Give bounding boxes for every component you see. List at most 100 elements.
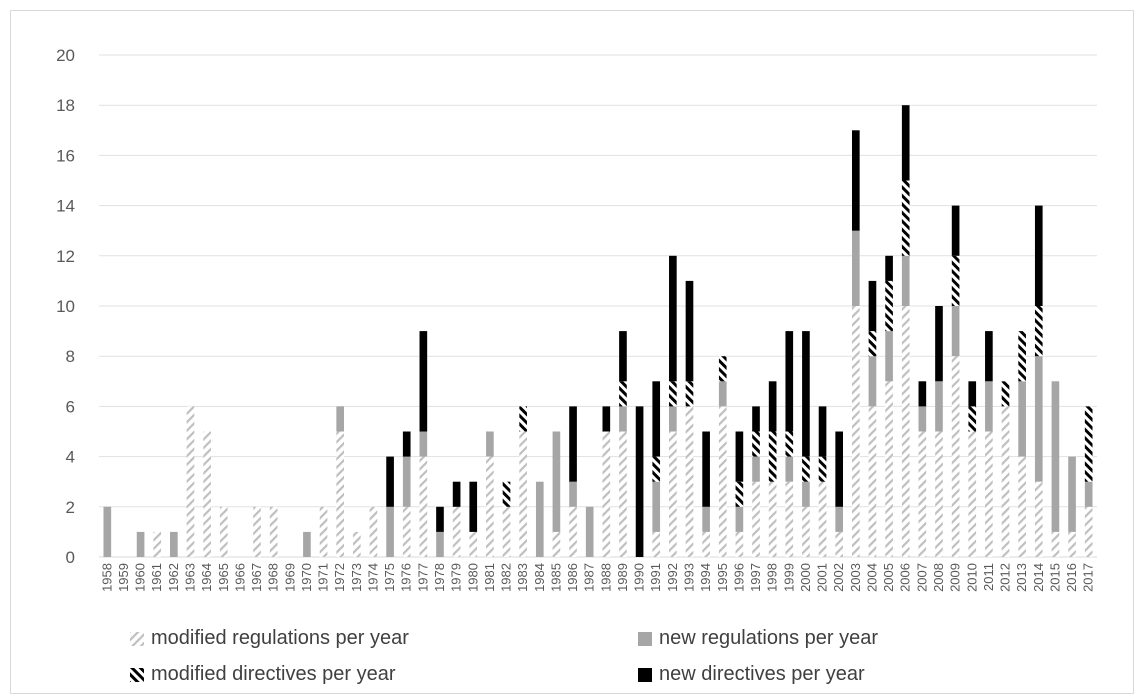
bar-segment-modified-directives-per-year (768, 431, 777, 482)
x-tick-label: 1983 (515, 563, 530, 592)
bar-segment-new-directives-per-year (602, 406, 611, 432)
bar-segment-new-regulations-per-year (1084, 481, 1093, 507)
x-tick-label: 2014 (1031, 563, 1046, 592)
bar-segment-modified-regulations-per-year (402, 506, 411, 557)
bar-segment-modified-regulations-per-year (519, 431, 527, 557)
x-tick-label: 2008 (931, 563, 946, 592)
x-tick-label: 1986 (565, 563, 580, 592)
bar-segment-modified-regulations-per-year (502, 506, 511, 557)
y-tick-label: 4 (66, 448, 75, 467)
bar-segment-new-regulations-per-year (402, 456, 411, 507)
x-tick-label: 2015 (1047, 563, 1062, 592)
legend-item: modified regulations per year (129, 627, 409, 650)
bar-segment-new-regulations-per-year (901, 255, 910, 306)
bar-segment-new-directives-per-year (802, 331, 810, 457)
bar-segment-new-regulations-per-year (752, 456, 760, 482)
x-tick-label: 2016 (1064, 563, 1079, 592)
bar-segment-modified-regulations-per-year (469, 531, 478, 557)
x-tick-label: 1993 (681, 563, 696, 592)
bar-segment-new-directives-per-year (985, 331, 993, 382)
x-tick-label: 2006 (898, 563, 913, 592)
bar-segment-new-regulations-per-year (985, 381, 993, 432)
x-tick-label: 1999 (781, 563, 796, 592)
bar-segment-modified-regulations-per-year (985, 431, 993, 557)
bar-segment-new-regulations-per-year (136, 531, 145, 557)
x-tick-label: 1974 (365, 563, 380, 592)
bar-segment-modified-directives-per-year (802, 456, 810, 482)
y-tick-label: 2 (66, 498, 75, 517)
x-tick-label: 1971 (316, 563, 331, 592)
bar-segment-modified-directives-per-year (885, 280, 893, 332)
bar-segment-modified-directives-per-year (1001, 381, 1010, 407)
bar-segment-new-regulations-per-year (569, 481, 577, 507)
x-tick-label: 1977 (415, 563, 430, 592)
bar-segment-modified-regulations-per-year (319, 506, 328, 557)
x-tick-label: 1976 (399, 563, 414, 592)
chart-frame: 0 2 4 6 8 10 12 14 16 18 20 1958 1959 1960 1961 1962 196… (10, 10, 1134, 694)
x-tick-label: 1995 (715, 563, 730, 592)
bar-segment-new-directives-per-year (935, 306, 943, 382)
bar-segment-modified-regulations-per-year (203, 431, 211, 557)
x-tick-label: 1984 (532, 563, 547, 592)
bar-segment-modified-regulations-per-year (968, 431, 977, 557)
bar-segment-new-regulations-per-year (935, 381, 943, 432)
bar-segment-new-regulations-per-year (702, 506, 710, 532)
legend-item: new directives per year (637, 663, 865, 686)
legend-label: modified regulations per year (151, 627, 409, 649)
y-tick-label: 16 (56, 146, 75, 165)
y-tick-label: 12 (56, 247, 75, 266)
bar-segment-new-directives-per-year (685, 280, 694, 382)
bar-segment-new-regulations-per-year (103, 506, 112, 557)
bar-segment-modified-directives-per-year (652, 456, 661, 482)
x-tick-label: 1968 (266, 563, 281, 592)
x-tick-label: 1972 (332, 563, 347, 592)
x-tick-label: 1958 (99, 563, 114, 592)
bar-segment-modified-directives-per-year (785, 431, 794, 457)
bar-segment-modified-regulations-per-year (619, 431, 627, 557)
bar-segment-new-directives-per-year (785, 331, 794, 432)
bar-segment-modified-regulations-per-year (735, 531, 744, 557)
bar-segment-new-directives-per-year (951, 205, 960, 256)
bar-segment-new-directives-per-year (569, 406, 577, 482)
bar-segment-modified-regulations-per-year (569, 506, 577, 557)
legend-swatch (130, 667, 144, 682)
legend-swatch (130, 631, 144, 646)
bar-segment-new-directives-per-year (768, 381, 777, 432)
legend-item: new regulations per year (637, 627, 878, 650)
x-tick-label: 1967 (249, 563, 264, 592)
bar-segment-modified-directives-per-year (968, 406, 977, 432)
y-tick-label: 6 (66, 397, 75, 416)
bar-segment-modified-directives-per-year (735, 481, 744, 507)
bar-segment-modified-regulations-per-year (602, 431, 611, 557)
x-tick-label: 2005 (881, 563, 896, 592)
bar-segment-modified-regulations-per-year (652, 531, 661, 557)
x-tick-label: 1961 (149, 563, 164, 592)
bar-segment-new-regulations-per-year (802, 481, 810, 507)
bar-segment-modified-directives-per-year (1034, 306, 1043, 357)
x-tick-label: 1978 (432, 563, 447, 592)
x-tick-label: 2017 (1081, 563, 1096, 592)
x-tick-label: 1989 (615, 563, 630, 592)
x-tick-label: 1992 (665, 563, 680, 592)
bar-segment-modified-regulations-per-year (669, 431, 677, 557)
bar-segment-modified-regulations-per-year (452, 506, 461, 557)
legend-swatch (638, 631, 652, 646)
bar-segment-modified-regulations-per-year (785, 481, 794, 557)
bar-segment-new-regulations-per-year (486, 431, 494, 457)
x-tick-label: 1963 (182, 563, 197, 592)
x-tick-label: 1987 (582, 563, 597, 592)
x-tick-label: 2013 (1014, 563, 1029, 592)
bar-segment-new-regulations-per-year (835, 506, 844, 532)
legend-item: modified directives per year (129, 663, 396, 686)
bar-segment-new-directives-per-year (851, 130, 860, 231)
legend-label: new regulations per year (659, 627, 879, 649)
bar-segment-new-directives-per-year (469, 481, 478, 532)
bar-segment-new-directives-per-year (702, 431, 710, 507)
y-tick-label: 20 (56, 46, 75, 65)
bar-segment-modified-directives-per-year (901, 180, 910, 256)
x-tick-label: 1979 (449, 563, 464, 592)
bar-segment-new-directives-per-year (835, 431, 844, 507)
bar-segment-modified-regulations-per-year (1001, 406, 1010, 557)
bar-segment-modified-regulations-per-year (269, 506, 278, 557)
legend-label: new directives per year (659, 663, 865, 685)
